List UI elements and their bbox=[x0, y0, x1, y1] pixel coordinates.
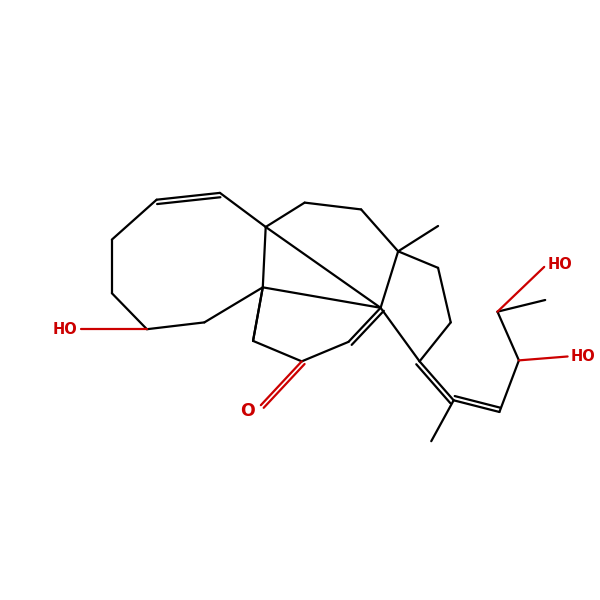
Text: HO: HO bbox=[53, 322, 78, 337]
Text: O: O bbox=[240, 402, 254, 420]
Text: HO: HO bbox=[547, 257, 572, 272]
Text: HO: HO bbox=[571, 349, 595, 364]
